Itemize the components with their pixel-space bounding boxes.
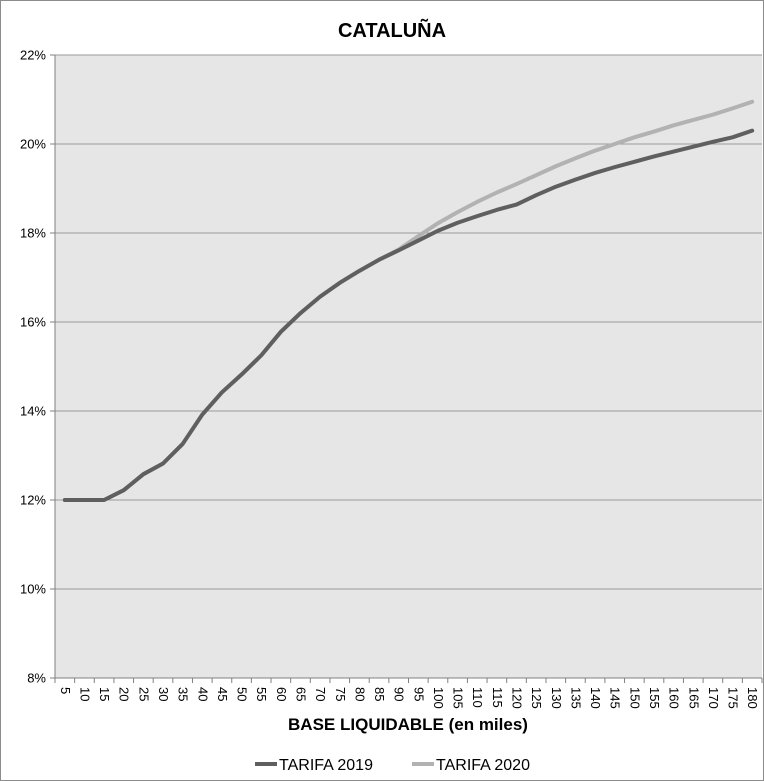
x-tick-label: 80 [352,687,367,701]
y-tick-label: 8% [27,671,46,686]
x-tick-label: 85 [372,687,387,701]
x-axis-ticks: 5 10 15 20 25 30 35 40 45 50 55 60 65 70 75 80 85 90 95 100… [54,678,763,709]
x-tick-label: 35 [176,687,191,701]
y-tick-label: 12% [20,493,46,508]
x-tick-label: 155 [647,687,662,709]
x-tick-label: 95 [411,687,426,701]
x-tick-label: 40 [195,687,210,701]
x-tick-label: 140 [588,687,603,709]
x-tick-label: 110 [470,687,485,708]
x-tick-label: 100 [431,687,446,709]
x-tick-label: 175 [726,687,741,709]
x-axis-title: BASE LIQUIDABLE (en miles) [288,715,528,734]
x-tick-label: 130 [549,687,564,709]
x-tick-label: 20 [117,687,132,701]
y-tick-label: 14% [20,404,46,419]
x-tick-label: 65 [293,687,308,701]
x-tick-label: 120 [510,687,525,709]
x-tick-label: 50 [235,687,250,701]
y-tick-label: 10% [20,582,46,597]
x-tick-label: 145 [608,687,623,709]
x-tick-label: 115 [490,687,505,708]
x-tick-label: 45 [215,687,230,701]
legend-label: TARIFA 2020 [436,757,530,774]
grid-lines [55,54,762,590]
x-tick-label: 125 [529,687,544,709]
series-lines [62,99,755,502]
x-tick-label: 10 [77,687,92,701]
x-tick-label: 165 [686,687,701,709]
y-tick-label: 16% [20,315,46,330]
y-tick-label: 22% [20,48,46,63]
legend-label: TARIFA 2019 [279,757,373,774]
x-tick-label: 70 [313,687,328,701]
x-tick-label: 150 [627,687,642,709]
x-tick-label: 135 [568,687,583,709]
y-tick-label: 18% [20,226,46,241]
x-tick-label: 5 [58,687,73,694]
x-tick-label: 75 [333,687,348,701]
x-tick-label: 180 [745,687,760,709]
x-tick-label: 15 [97,687,112,701]
x-tick-label: 25 [136,687,151,701]
chart-title: CATALUÑA [338,19,446,42]
series-line [62,128,755,502]
plot-area [55,55,762,678]
x-tick-label: 55 [254,687,269,701]
x-tick-label: 105 [451,687,466,709]
x-tick-label: 160 [667,687,682,709]
x-tick-label: 170 [706,687,721,709]
legend: TARIFA 2019 TARIFA 2020 [255,757,530,774]
y-axis-ticks: 8% 10% 12% 14% 16% 18% 20% 22% [20,48,55,686]
x-tick-label: 30 [156,687,171,701]
y-tick-label: 20% [20,137,46,152]
x-tick-label: 60 [274,687,289,701]
x-tick-label: 90 [392,687,407,701]
